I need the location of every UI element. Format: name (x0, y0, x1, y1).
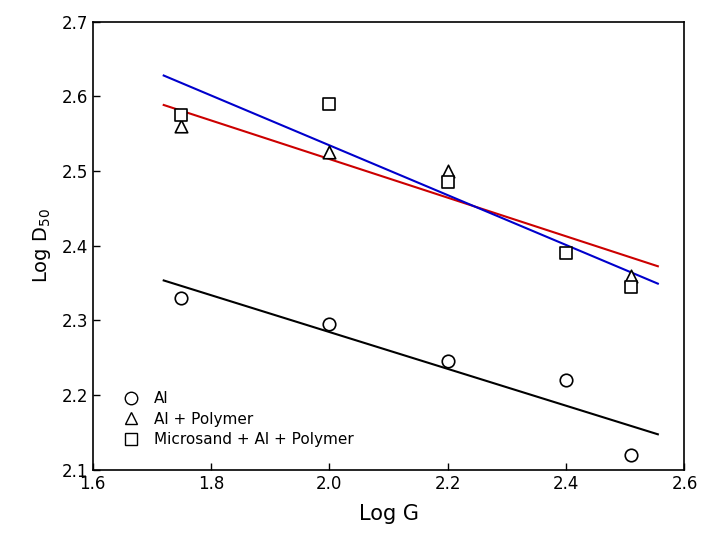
Point (442, 357, 453, 366)
Point (442, 178, 453, 186)
Point (324, 99, 335, 108)
Point (175, 294, 187, 302)
Point (175, 122, 187, 131)
Point (175, 111, 187, 119)
Y-axis label: Log D$_{50}$: Log D$_{50}$ (31, 208, 53, 283)
Point (560, 249, 572, 258)
Point (324, 148, 335, 157)
Legend: Al, Al + Polymer, Microsand + Al + Polymer: Al, Al + Polymer, Microsand + Al + Polym… (108, 383, 361, 455)
X-axis label: Log G: Log G (359, 504, 419, 524)
Point (625, 282, 637, 291)
Point (625, 450, 637, 459)
Point (560, 376, 572, 384)
Point (442, 167, 453, 176)
Point (324, 320, 335, 328)
Point (625, 271, 637, 280)
